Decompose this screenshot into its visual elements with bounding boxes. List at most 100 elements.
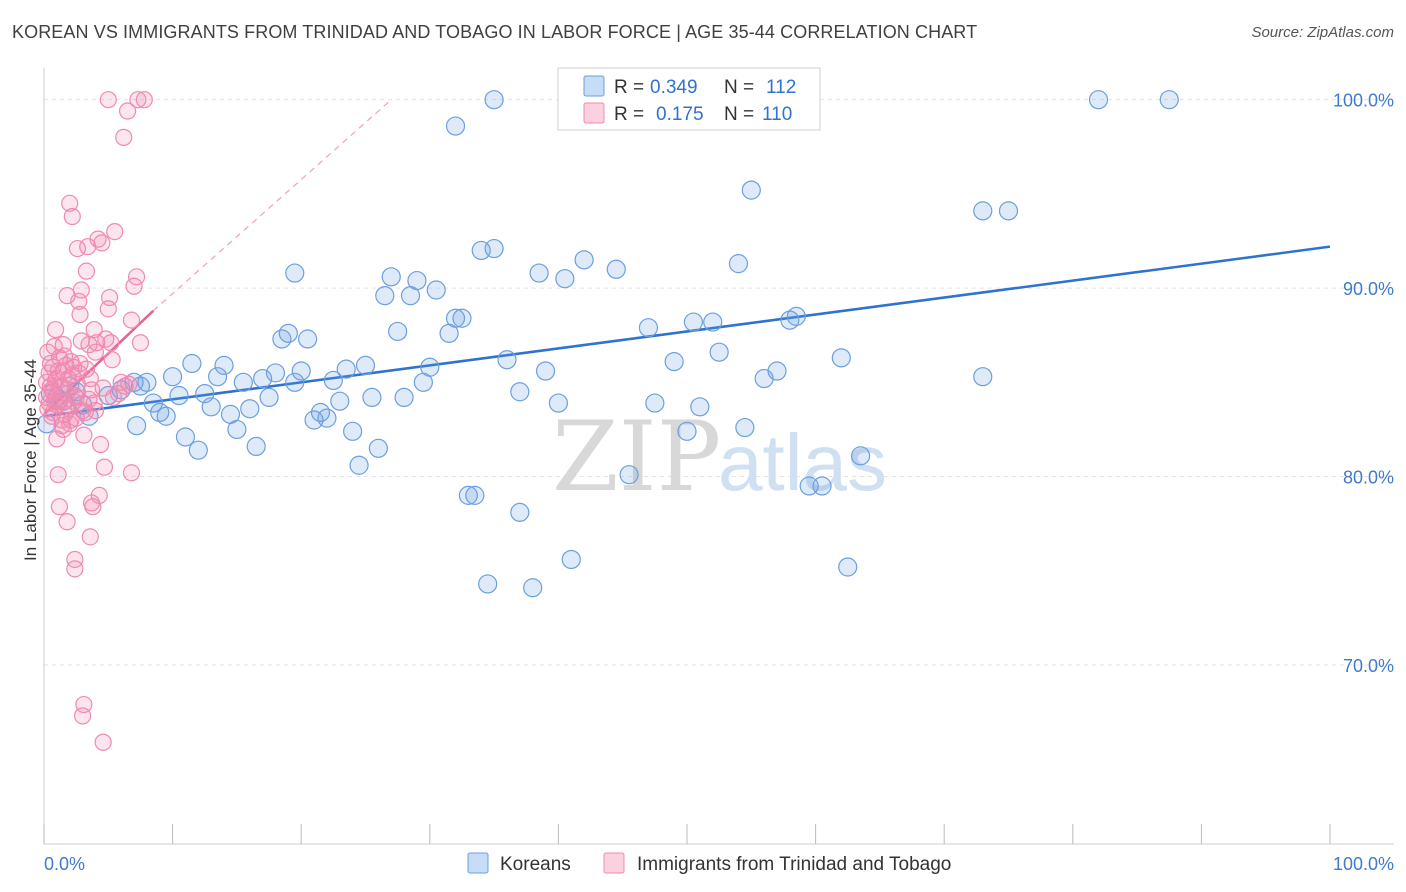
watermark-zip: ZIP <box>552 401 721 513</box>
korean-point <box>709 342 729 362</box>
legend-swatch-trinidad <box>603 852 625 874</box>
korean-point <box>677 421 697 441</box>
korean-point <box>265 363 286 383</box>
korean-point <box>349 455 369 475</box>
trinidad-point <box>76 403 94 422</box>
korean-point <box>445 116 466 136</box>
korean-point <box>497 350 517 370</box>
korean-point <box>973 201 993 221</box>
legend-label-koreans: Koreans <box>500 854 571 875</box>
korean-point <box>362 387 382 408</box>
trinidad-point <box>81 528 99 546</box>
korean-point <box>638 318 659 338</box>
korean-point <box>143 393 163 413</box>
trinidad-point <box>40 394 58 412</box>
trinidad-point <box>71 305 89 324</box>
korean-point <box>407 270 427 291</box>
trinidad-point <box>115 128 133 146</box>
korean-point <box>619 465 639 485</box>
trinidad-point <box>64 392 83 410</box>
x-tick-label: 100.0% <box>1333 854 1394 874</box>
korean-point <box>137 372 157 392</box>
trinidad-point <box>106 222 124 241</box>
trinidad-point <box>52 379 70 397</box>
korean-point <box>227 419 247 440</box>
korean-point <box>786 306 806 326</box>
legend-r-label: R = <box>614 77 644 98</box>
legend-swatch-trinidad <box>583 102 605 124</box>
trinidad-point <box>102 334 120 352</box>
trinidad-point <box>46 320 65 339</box>
trend-line-trinidad <box>44 309 155 416</box>
trinidad-point <box>127 268 146 286</box>
trinidad-point <box>61 194 79 212</box>
stats-legend: R = 0.349 N = 112 R = 0.175 N = 110 <box>557 67 821 131</box>
trinidad-point <box>66 560 84 578</box>
trinidad-point <box>63 207 81 226</box>
trinidad-point <box>131 334 150 352</box>
x-tick-label: 0.0% <box>44 854 85 874</box>
korean-point <box>683 312 704 332</box>
korean-point <box>523 578 543 598</box>
korean-point <box>156 406 176 426</box>
trinidad-point <box>77 262 96 280</box>
trinidad-point <box>129 91 147 109</box>
korean-point <box>259 387 279 408</box>
trinidad-point <box>81 369 99 388</box>
korean-point <box>973 367 993 387</box>
korean-point <box>394 387 414 408</box>
korean-point <box>233 372 253 392</box>
data-points <box>36 90 1179 751</box>
korean-point <box>851 446 871 466</box>
trinidad-point <box>75 695 93 714</box>
trinidad-point <box>49 362 67 380</box>
legend-r-label: R = <box>614 104 644 125</box>
korean-point <box>831 348 851 368</box>
trinidad-point <box>120 375 138 393</box>
korean-point <box>510 502 530 522</box>
legend-n-value: 110 <box>762 104 792 125</box>
trinidad-point <box>75 426 93 444</box>
trinidad-point <box>45 337 63 356</box>
trinidad-point <box>58 513 76 531</box>
y-tick-label: 100.0% <box>1333 91 1394 111</box>
trinidad-point <box>93 234 111 252</box>
korean-point <box>484 238 504 259</box>
legend-n-label: N = <box>724 104 754 125</box>
korean-point <box>838 557 858 577</box>
korean-point <box>767 361 787 381</box>
korean-point <box>645 393 665 413</box>
y-tick-label: 70.0% <box>1343 656 1394 676</box>
korean-point <box>208 367 228 387</box>
trinidad-point <box>99 91 117 109</box>
trinidad-point <box>44 403 62 422</box>
korean-point <box>388 321 408 342</box>
korean-point <box>555 269 575 289</box>
korean-point <box>535 361 556 381</box>
korean-point <box>452 308 472 328</box>
korean-point <box>1159 90 1179 110</box>
korean-point <box>728 254 749 274</box>
legend-r-value: 0.349 <box>650 77 698 98</box>
trinidad-point <box>94 733 112 751</box>
korean-point <box>214 355 234 375</box>
korean-point <box>664 352 684 372</box>
korean-point <box>188 440 208 460</box>
korean-point <box>420 357 440 377</box>
tick-labels: 70.0% 80.0% 90.0% 100.0% 0.0% 100.0% <box>44 91 1394 874</box>
korean-point <box>175 427 196 447</box>
legend-label-trinidad: Immigrants from Trinidad and Tobago <box>637 854 951 875</box>
korean-point <box>458 485 478 505</box>
korean-point <box>126 416 147 436</box>
trinidad-point <box>85 320 103 339</box>
korean-point <box>478 574 498 594</box>
korean-point <box>240 399 260 419</box>
series-legend: Koreans Immigrants from Trinidad and Tob… <box>467 852 951 875</box>
trend-lines <box>44 99 1331 418</box>
korean-point <box>291 361 311 381</box>
legend-r-value: 0.175 <box>656 104 704 125</box>
trinidad-point <box>103 351 121 369</box>
korean-point <box>548 393 569 413</box>
trinidad-point <box>50 498 69 516</box>
